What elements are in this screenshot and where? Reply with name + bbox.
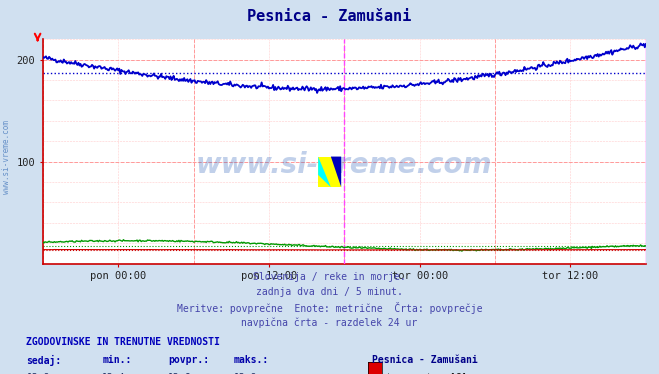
Text: ZGODOVINSKE IN TRENUTNE VREDNOSTI: ZGODOVINSKE IN TRENUTNE VREDNOSTI	[26, 337, 220, 347]
Text: Pesnica - Zamušani: Pesnica - Zamušani	[247, 9, 412, 24]
Text: maks.:: maks.:	[234, 355, 269, 365]
Text: 13,9: 13,9	[234, 373, 258, 374]
Text: 13,9: 13,9	[26, 373, 50, 374]
Text: zadnja dva dni / 5 minut.: zadnja dva dni / 5 minut.	[256, 287, 403, 297]
Polygon shape	[318, 157, 331, 187]
Text: Pesnica - Zamušani: Pesnica - Zamušani	[372, 355, 478, 365]
Polygon shape	[331, 157, 341, 187]
Text: navpična črta - razdelek 24 ur: navpična črta - razdelek 24 ur	[241, 317, 418, 328]
Text: www.si-vreme.com: www.si-vreme.com	[2, 120, 11, 194]
Bar	[318, 157, 341, 187]
Text: min.:: min.:	[102, 355, 132, 365]
Text: temperatura[C]: temperatura[C]	[386, 373, 468, 374]
Text: 13,6: 13,6	[168, 373, 192, 374]
Text: Meritve: povprečne  Enote: metrične  Črta: povprečje: Meritve: povprečne Enote: metrične Črta:…	[177, 302, 482, 314]
Text: 13,4: 13,4	[102, 373, 126, 374]
Text: povpr.:: povpr.:	[168, 355, 209, 365]
Text: www.si-vreme.com: www.si-vreme.com	[196, 151, 492, 179]
Text: Slovenija / reke in morje.: Slovenija / reke in morje.	[253, 272, 406, 282]
Text: sedaj:: sedaj:	[26, 355, 61, 365]
